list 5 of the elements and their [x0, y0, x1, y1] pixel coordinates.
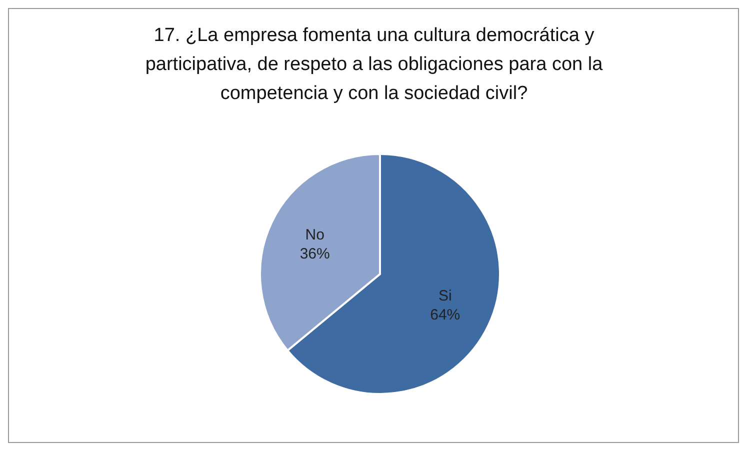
chart-title: 17. ¿La empresa fomenta una cultura democrática y participativa, de respeto a las obligaciones para con la competencia y con la sociedad civil? [144, 24, 604, 106]
slice-label: No [305, 226, 324, 244]
data-label: 64% [430, 306, 460, 324]
slice-label: Si [438, 288, 452, 305]
data-label: 36% [300, 245, 330, 262]
